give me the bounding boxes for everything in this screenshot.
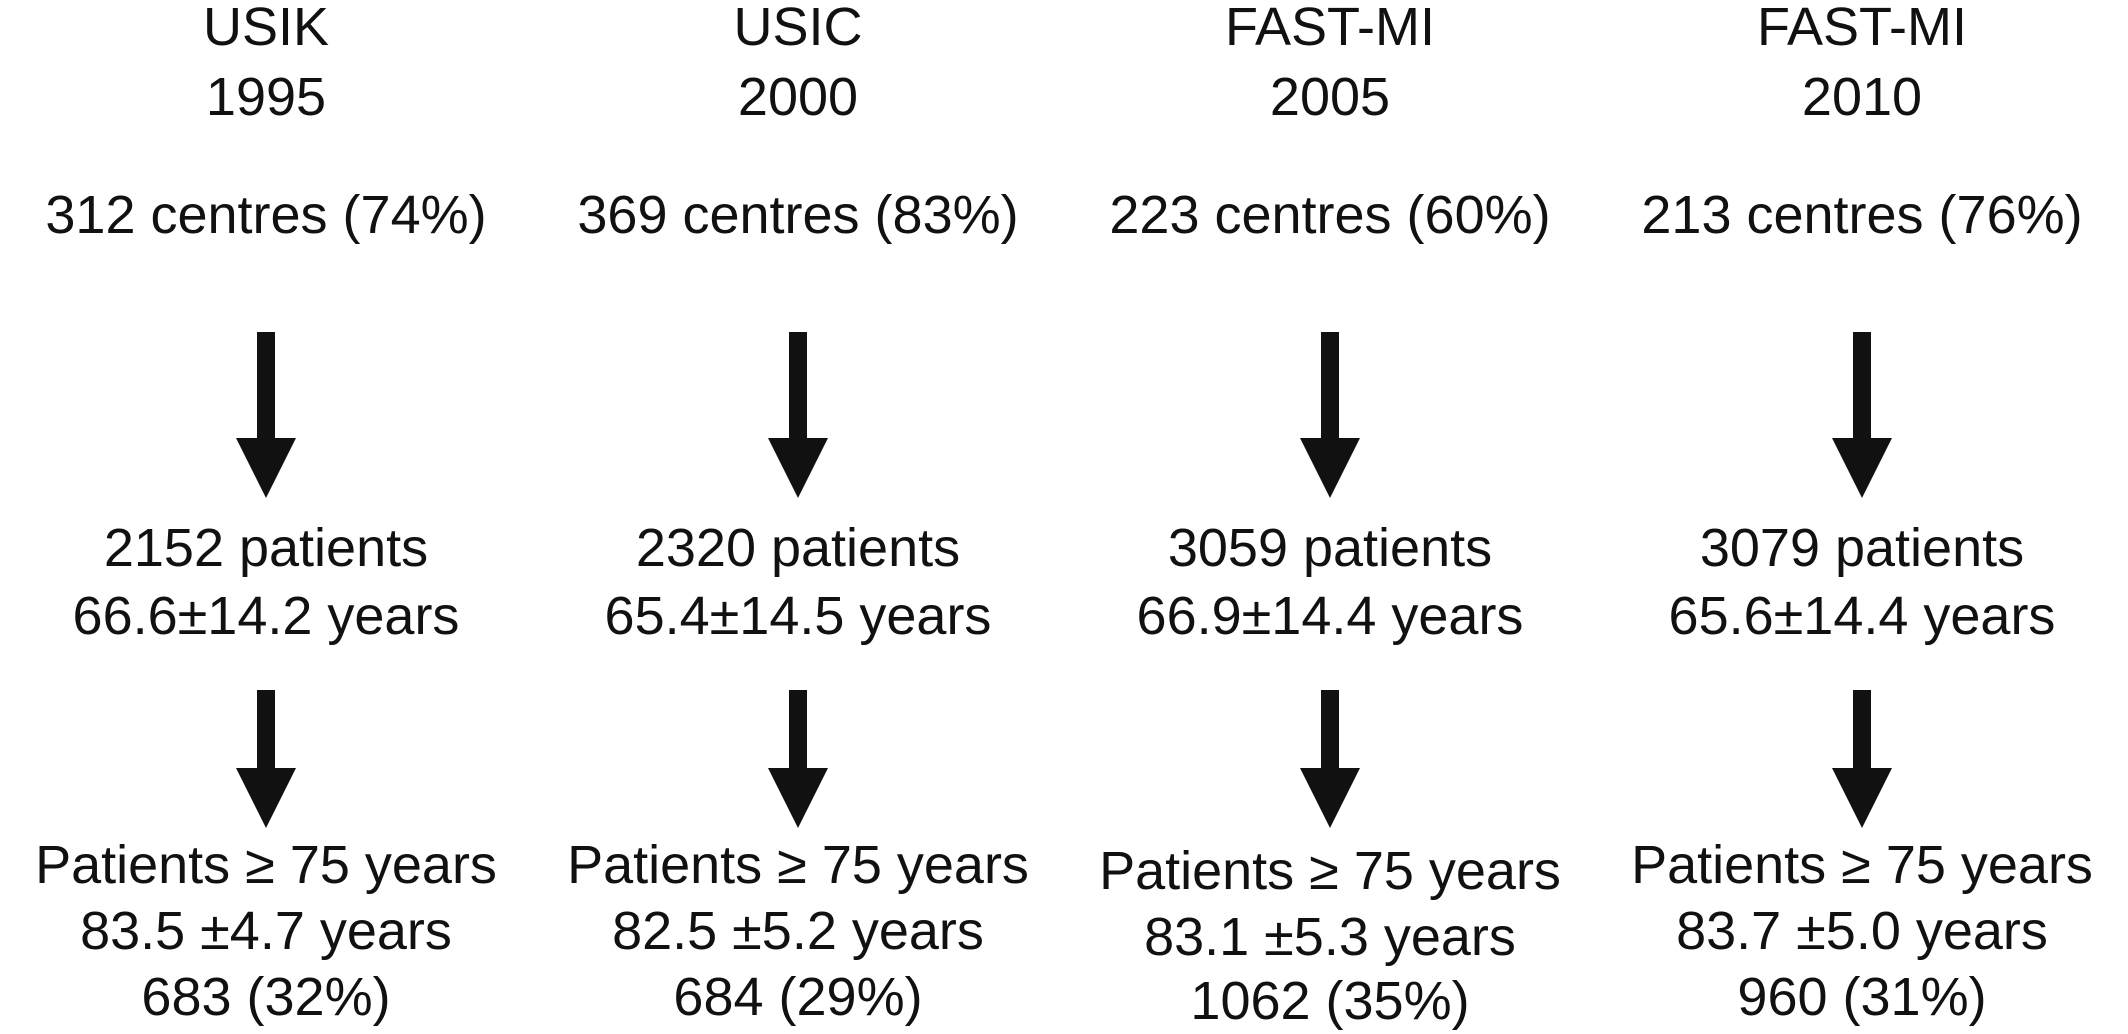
study-year: 1995	[205, 67, 327, 127]
study-name: FAST-MI	[1224, 0, 1435, 57]
study-year: 2005	[1269, 67, 1391, 127]
study-column-fast-mi-2010: FAST-MI 2010 213 centres (76%) 3079 pati…	[1596, 0, 2128, 1033]
mean-age: 65.4±14.5 years	[604, 586, 992, 646]
elderly-mean-age: 83.1 ±5.3 years	[1144, 907, 1516, 967]
elderly-count: 684 (29%)	[673, 967, 923, 1027]
patients-count: 3079 patients	[1699, 518, 2025, 578]
mean-age: 66.6±14.2 years	[72, 586, 460, 646]
elderly-mean-age: 82.5 ±5.2 years	[612, 901, 984, 961]
elderly-label: Patients ≥ 75 years	[1631, 835, 2093, 895]
mean-age: 65.6±14.4 years	[1668, 586, 2056, 646]
patients-count: 2320 patients	[635, 518, 961, 578]
centres-count: 213 centres (76%)	[1641, 185, 2083, 245]
study-year: 2000	[737, 67, 859, 127]
centres-count: 369 centres (83%)	[577, 185, 1019, 245]
centres-count: 223 centres (60%)	[1109, 185, 1551, 245]
centres-count: 312 centres (74%)	[45, 185, 487, 245]
study-column-usic-2000: USIC 2000 369 centres (83%) 2320 patient…	[532, 0, 1064, 1033]
study-name: USIK	[202, 0, 330, 57]
elderly-count: 960 (31%)	[1737, 967, 1987, 1027]
study-name: USIC	[733, 0, 863, 57]
study-year: 2010	[1801, 67, 1923, 127]
patients-count: 3059 patients	[1167, 518, 1493, 578]
elderly-count: 1062 (35%)	[1190, 971, 1470, 1031]
elderly-label: Patients ≥ 75 years	[35, 835, 497, 895]
elderly-label: Patients ≥ 75 years	[1099, 841, 1561, 901]
mean-age: 66.9±14.4 years	[1136, 586, 1524, 646]
elderly-mean-age: 83.5 ±4.7 years	[80, 901, 452, 961]
study-name: FAST-MI	[1756, 0, 1967, 57]
elderly-count: 683 (32%)	[141, 967, 391, 1027]
elderly-mean-age: 83.7 ±5.0 years	[1676, 901, 2048, 961]
patients-count: 2152 patients	[103, 518, 429, 578]
study-column-fast-mi-2005: FAST-MI 2005 223 centres (60%) 3059 pati…	[1064, 0, 1596, 1033]
study-column-usik-1995: USIK 1995 312 centres (74%) 2152 patient…	[0, 0, 532, 1033]
elderly-label: Patients ≥ 75 years	[567, 835, 1029, 895]
